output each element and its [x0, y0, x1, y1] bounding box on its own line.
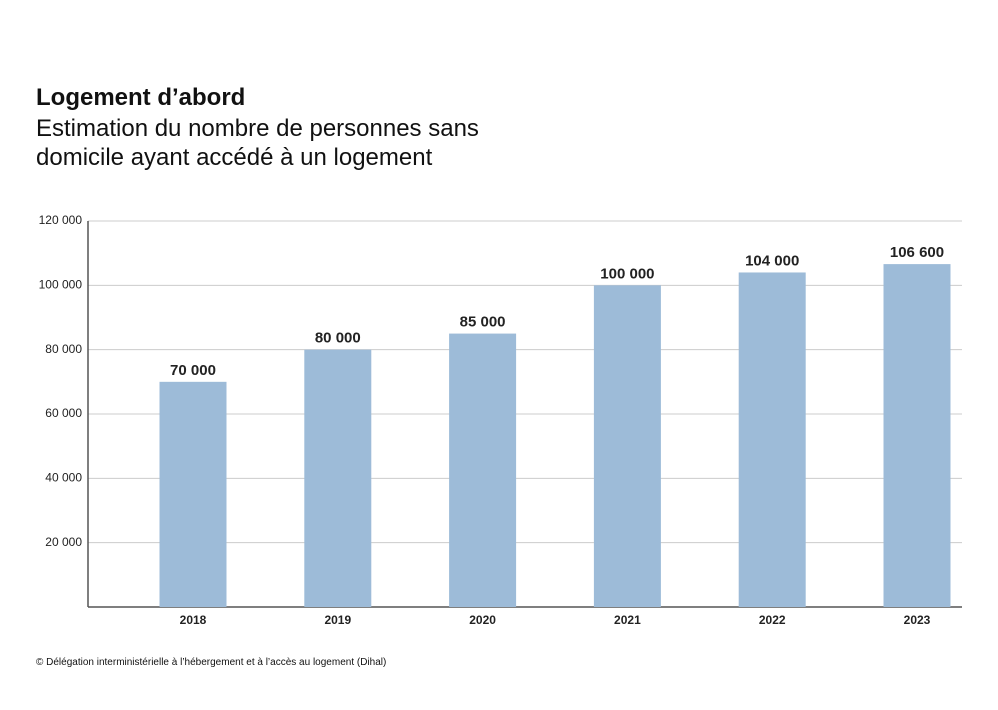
bar [593, 285, 661, 607]
x-tick-label: 2021 [614, 613, 641, 627]
source-note: © Délégation interministérielle à l’hébe… [36, 657, 387, 668]
data-label: 85 000 [460, 314, 506, 331]
data-label: 70 000 [170, 362, 216, 379]
x-tick-label: 2018 [180, 613, 207, 627]
bar [738, 272, 806, 607]
chart: 20 000 40 000 60 000 80 000 100 000 120 000 20… [39, 213, 962, 627]
x-tick-label: 2020 [469, 613, 496, 627]
bar [304, 349, 372, 607]
chart-subtitle: Estimation du nombre de personnes sans d… [36, 115, 479, 171]
x-tick-label: 2019 [324, 613, 351, 627]
y-tick-label: 20 000 [45, 535, 82, 549]
x-tick-label: 2023 [904, 613, 931, 627]
y-tick-label: 100 000 [39, 278, 83, 292]
y-tick-label: 40 000 [45, 471, 82, 485]
bar [159, 381, 227, 607]
x-tick-label: 2022 [759, 613, 786, 627]
data-label: 100 000 [600, 265, 654, 282]
bar [449, 333, 517, 607]
y-tick-label: 80 000 [45, 342, 82, 356]
data-label: 106 600 [890, 244, 944, 261]
y-tick-label: 120 000 [39, 213, 83, 227]
y-tick-label: 60 000 [45, 406, 82, 420]
chart-title: Logement d’abord [36, 84, 246, 111]
data-label: 104 000 [745, 252, 799, 269]
data-label: 80 000 [315, 330, 361, 347]
bar [883, 264, 951, 607]
